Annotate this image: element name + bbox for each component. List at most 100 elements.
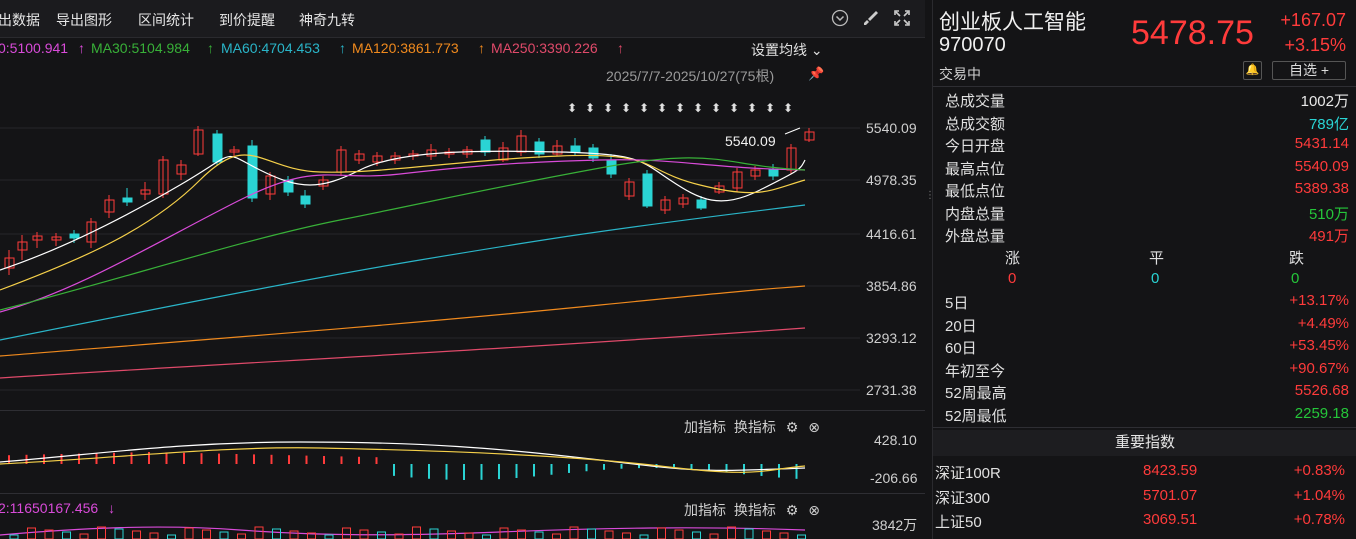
marker-arrow: ⬍ (567, 101, 577, 115)
candle-body (480, 139, 491, 153)
export-chart-button[interactable]: 导出图形 (56, 12, 112, 28)
magic-nine-button[interactable]: 神奇九转 (299, 12, 355, 28)
chevron-down-circle-icon[interactable] (830, 9, 850, 29)
candle-body (122, 197, 133, 203)
vol-arrow: ↓ (108, 500, 116, 516)
vol-bar (569, 526, 579, 539)
down-count: 0 (1291, 270, 1300, 287)
ma-arrow: ↑ (207, 40, 214, 56)
candle-body (69, 233, 80, 239)
marker-arrow: ⬍ (693, 101, 703, 115)
stat-label: 最高点位 (945, 160, 1006, 178)
brush-icon[interactable] (861, 9, 881, 29)
macd-bar (690, 464, 693, 470)
candle-body (229, 149, 240, 153)
y-axis-label: 3293.12 (866, 330, 917, 346)
candle-body (140, 189, 151, 195)
candle-body (300, 195, 311, 205)
bell-icon[interactable]: 🔔 (1243, 61, 1262, 80)
vol-bar (254, 526, 264, 539)
period-row: 年初至今 +90.67% (945, 360, 1349, 382)
fullscreen-icon[interactable] (892, 9, 912, 29)
important-index-title: 重要指数 (933, 430, 1356, 456)
gear-icon[interactable]: ⚙ (785, 502, 799, 518)
pin-icon[interactable]: 📌 (808, 66, 825, 81)
stat-row: 今日开盘 5431.14 (945, 135, 1349, 157)
candle-body (247, 145, 258, 199)
important-index-price: 3069.51 (1143, 511, 1198, 528)
index-price: 5478.75 (1131, 14, 1254, 52)
breadth-values: 0 0 0 (945, 270, 1349, 292)
candle-body (534, 141, 545, 155)
vol-bar (289, 530, 299, 539)
vol-bar (132, 530, 141, 539)
candle-body (768, 169, 779, 177)
vol-bar (394, 533, 404, 539)
important-index-row[interactable]: 深证300 5701.07 +1.04% (935, 487, 1345, 509)
macd-bar (323, 456, 325, 464)
export-data-button[interactable]: 出数据 (0, 12, 40, 28)
set-ma-button[interactable]: 设置均线 ⌄ (751, 42, 823, 58)
important-index-change: +0.83% (1293, 462, 1345, 479)
marker-arrow: ⬍ (639, 101, 649, 115)
quote-panel: 创业板人工智能 970070 5478.75 +167.07 +3.15% 交易… (932, 0, 1356, 539)
candle-body (372, 155, 383, 163)
close-icon[interactable]: ⊗ (808, 502, 820, 518)
stat-label: 内盘总量 (945, 205, 1006, 223)
vol-bar (27, 527, 36, 539)
marker-arrow: ⬍ (729, 101, 739, 115)
add-indicator-button[interactable]: 加指标 (684, 419, 726, 435)
ma-partial-value: 0:5100.941 (0, 40, 69, 56)
candle-body (193, 129, 204, 155)
candlestick-chart: ⬍ ⬍ ⬍ ⬍ ⬍ ⬍ ⬍ ⬍ ⬍ ⬍ ⬍ ⬍ ⬍ (0, 101, 860, 391)
y-axis-label: 5540.09 (866, 120, 917, 136)
range-stats-button[interactable]: 区间统计 (138, 12, 194, 28)
add-indicator-button[interactable]: 加指标 (684, 502, 726, 518)
macd-toolbar: 加指标 换指标 ⚙ ⊗ (684, 417, 820, 437)
ma-line (0, 204, 806, 341)
period-label: 60日 (945, 340, 977, 358)
stat-row: 外盘总量 491万 (945, 225, 1349, 247)
index-code: 970070 (939, 34, 1006, 56)
gear-icon[interactable]: ⚙ (785, 419, 799, 435)
important-index-row[interactable]: 上证50 3069.51 +0.78% (935, 511, 1345, 533)
down-label: 跌 (1289, 250, 1305, 267)
macd-bar (235, 454, 238, 464)
close-icon[interactable]: ⊗ (808, 419, 820, 435)
macd-bar (183, 452, 185, 464)
chart-toolbar: 出数据 导出图形 区间统计 到价提醒 神奇九转 (0, 0, 925, 38)
add-favorite-button[interactable]: 自选 + (1272, 61, 1346, 80)
candle-body (552, 145, 563, 155)
macd-bar (253, 454, 255, 464)
period-value: 2259.18 (1294, 405, 1349, 422)
ma-arrow: ↑ (617, 40, 624, 56)
stat-value: 789亿 (1308, 115, 1349, 133)
vol-ma-value: 2:11650167.456 (0, 500, 99, 516)
candle-body (104, 199, 115, 213)
period-label: 52周最高 (945, 385, 1007, 403)
marker-arrow: ⬍ (747, 101, 757, 115)
candle-body (624, 181, 635, 197)
price-alert-button[interactable]: 到价提醒 (219, 12, 275, 28)
ma-line (0, 157, 806, 311)
switch-indicator-button[interactable]: 换指标 (733, 502, 776, 518)
marker-arrow: ⬍ (585, 101, 595, 115)
vol-bar (184, 527, 194, 539)
period-row: 5日 +13.17% (945, 292, 1349, 314)
period-row: 20日 +4.49% (945, 315, 1349, 337)
stat-row: 最高点位 5540.09 (945, 158, 1349, 180)
candle-body (696, 199, 707, 209)
vol-bar (412, 526, 421, 539)
panel-separator (0, 493, 925, 494)
switch-indicator-button[interactable]: 换指标 (733, 419, 776, 435)
period-row: 60日 +53.45% (945, 337, 1349, 359)
vol-bar (219, 531, 229, 539)
y-axis-label: 2731.38 (866, 382, 917, 398)
ma120-value: MA120:3861.773 (352, 40, 459, 56)
up-label: 涨 (1005, 250, 1021, 267)
panel-resize-handle[interactable]: ⋮ (925, 190, 935, 201)
y-axis-label: 4416.61 (866, 226, 917, 242)
macd-bar (95, 453, 98, 464)
stat-row: 总成交量 1002万 (945, 90, 1349, 112)
important-index-row[interactable]: 深证100R 8423.59 +0.83% (935, 462, 1345, 484)
